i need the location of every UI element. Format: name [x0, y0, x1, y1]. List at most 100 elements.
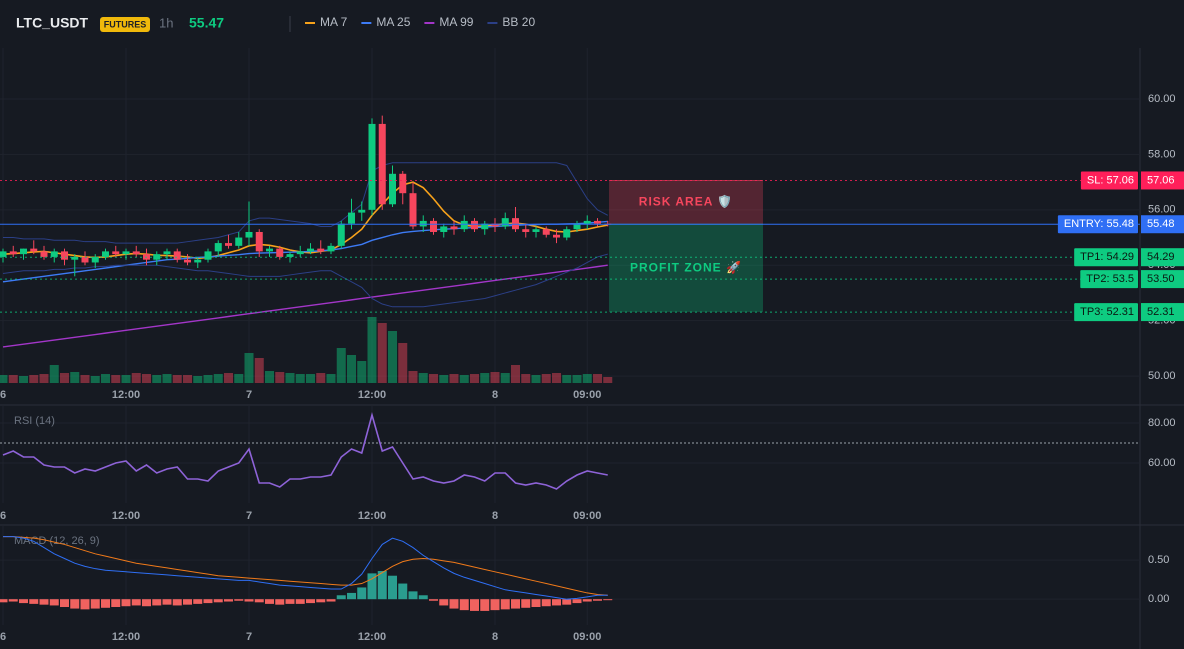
zone	[609, 180, 763, 225]
candle-body	[317, 248, 325, 252]
histogram-bar	[224, 599, 233, 602]
histogram-bar	[552, 599, 561, 606]
candle-body	[204, 251, 212, 260]
candle-body	[553, 234, 560, 238]
volume-bar	[193, 376, 203, 383]
bb-lower	[2, 253, 608, 308]
histogram-bar	[39, 599, 49, 605]
candle-body	[0, 251, 7, 257]
histogram-bar	[541, 599, 551, 607]
histogram-bar	[19, 599, 28, 604]
candle-body	[378, 123, 386, 205]
badge-bg	[100, 17, 150, 32]
candle-body	[583, 220, 591, 224]
level-price: 52.31	[1147, 306, 1175, 318]
histogram-bar	[131, 599, 141, 606]
histogram-bar	[142, 599, 151, 607]
histogram-bar	[562, 599, 572, 605]
histogram-bar	[203, 599, 213, 604]
histogram-bar	[316, 599, 326, 603]
candle-body	[471, 220, 478, 230]
candle-body	[184, 259, 191, 263]
volume-bar	[572, 375, 582, 383]
volume-bar	[521, 374, 531, 383]
level-price: 57.06	[1147, 174, 1175, 186]
x-tick-label: 12:00	[358, 631, 386, 643]
zone-label: RISK AREA 🛡️	[639, 195, 733, 209]
volume-bar	[326, 374, 336, 383]
x-tick-label: 12:00	[112, 510, 140, 522]
x-tick-label: 09:00	[573, 631, 601, 643]
volume-bar	[80, 375, 90, 383]
candle-body	[542, 229, 550, 235]
histogram-bar	[265, 599, 274, 604]
histogram-bar	[398, 583, 408, 600]
x-tick-label: 7	[246, 389, 252, 401]
candle-body	[81, 256, 89, 263]
volume-bar	[49, 365, 59, 383]
volume-bar	[490, 372, 500, 383]
volume-bar	[511, 365, 520, 383]
y-tick-label: 60.00	[1148, 93, 1176, 105]
pane-title: RSI (14)	[14, 415, 55, 427]
volume-bar	[131, 373, 141, 383]
candle-body	[214, 243, 222, 252]
histogram-bar	[49, 599, 59, 606]
histogram-bar	[90, 599, 100, 609]
candle-body	[122, 251, 130, 255]
last-price: 55.47	[189, 15, 224, 31]
level-price-bg	[1141, 171, 1184, 190]
candle-body	[163, 251, 171, 255]
histogram-bar	[593, 599, 602, 601]
candle-body	[276, 248, 284, 257]
histogram-bar	[572, 599, 582, 604]
histogram-bar	[234, 599, 244, 601]
volume-bar	[275, 372, 285, 383]
histogram-bar	[183, 599, 192, 605]
y-tick-label: 56.00	[1148, 204, 1176, 216]
volume-bar	[377, 323, 387, 383]
volume-bar	[316, 373, 326, 383]
candle-body	[501, 218, 509, 227]
histogram-bar	[60, 599, 69, 608]
level-tag: TP3: 52.31	[1080, 306, 1134, 318]
volume-bar	[90, 376, 100, 383]
volume-bar	[398, 343, 408, 383]
histogram-bar	[80, 599, 90, 610]
volume-bar	[172, 375, 182, 383]
volume-bar	[101, 374, 110, 383]
candle-body	[61, 251, 68, 260]
rsi-line	[2, 412, 608, 490]
volume-bar	[439, 375, 449, 383]
x-tick-label: 6	[0, 389, 6, 401]
y-tick-label: 0.00	[1148, 593, 1169, 605]
zone-label: PROFIT ZONE 🚀	[630, 260, 742, 274]
y-tick-label: 60.00	[1148, 457, 1176, 469]
candle-body	[522, 229, 530, 232]
y-tick-label: 58.00	[1148, 148, 1176, 160]
histogram-bar	[336, 595, 346, 600]
zone	[609, 224, 763, 313]
x-tick-label: 6	[0, 510, 6, 522]
volume-bar	[347, 355, 356, 383]
level-tag: TP1: 54.29	[1080, 251, 1134, 263]
candle-body	[399, 173, 407, 194]
candle-body	[20, 248, 27, 255]
histogram-bar	[480, 599, 490, 611]
histogram-bar	[418, 595, 428, 600]
histogram-bar	[603, 599, 613, 601]
x-tick-label: 8	[492, 389, 498, 401]
histogram-bar	[357, 587, 367, 600]
histogram-bar	[101, 599, 110, 608]
histogram-bar	[172, 599, 182, 606]
histogram-bar	[295, 599, 305, 604]
candle-body	[245, 231, 253, 238]
volume-bar	[39, 374, 49, 383]
histogram-bar	[162, 599, 172, 605]
candle-body	[235, 237, 243, 246]
candle-body	[286, 254, 294, 257]
level-tag: ENTRY: 55.48	[1064, 218, 1134, 230]
level-price: 54.29	[1147, 251, 1175, 263]
